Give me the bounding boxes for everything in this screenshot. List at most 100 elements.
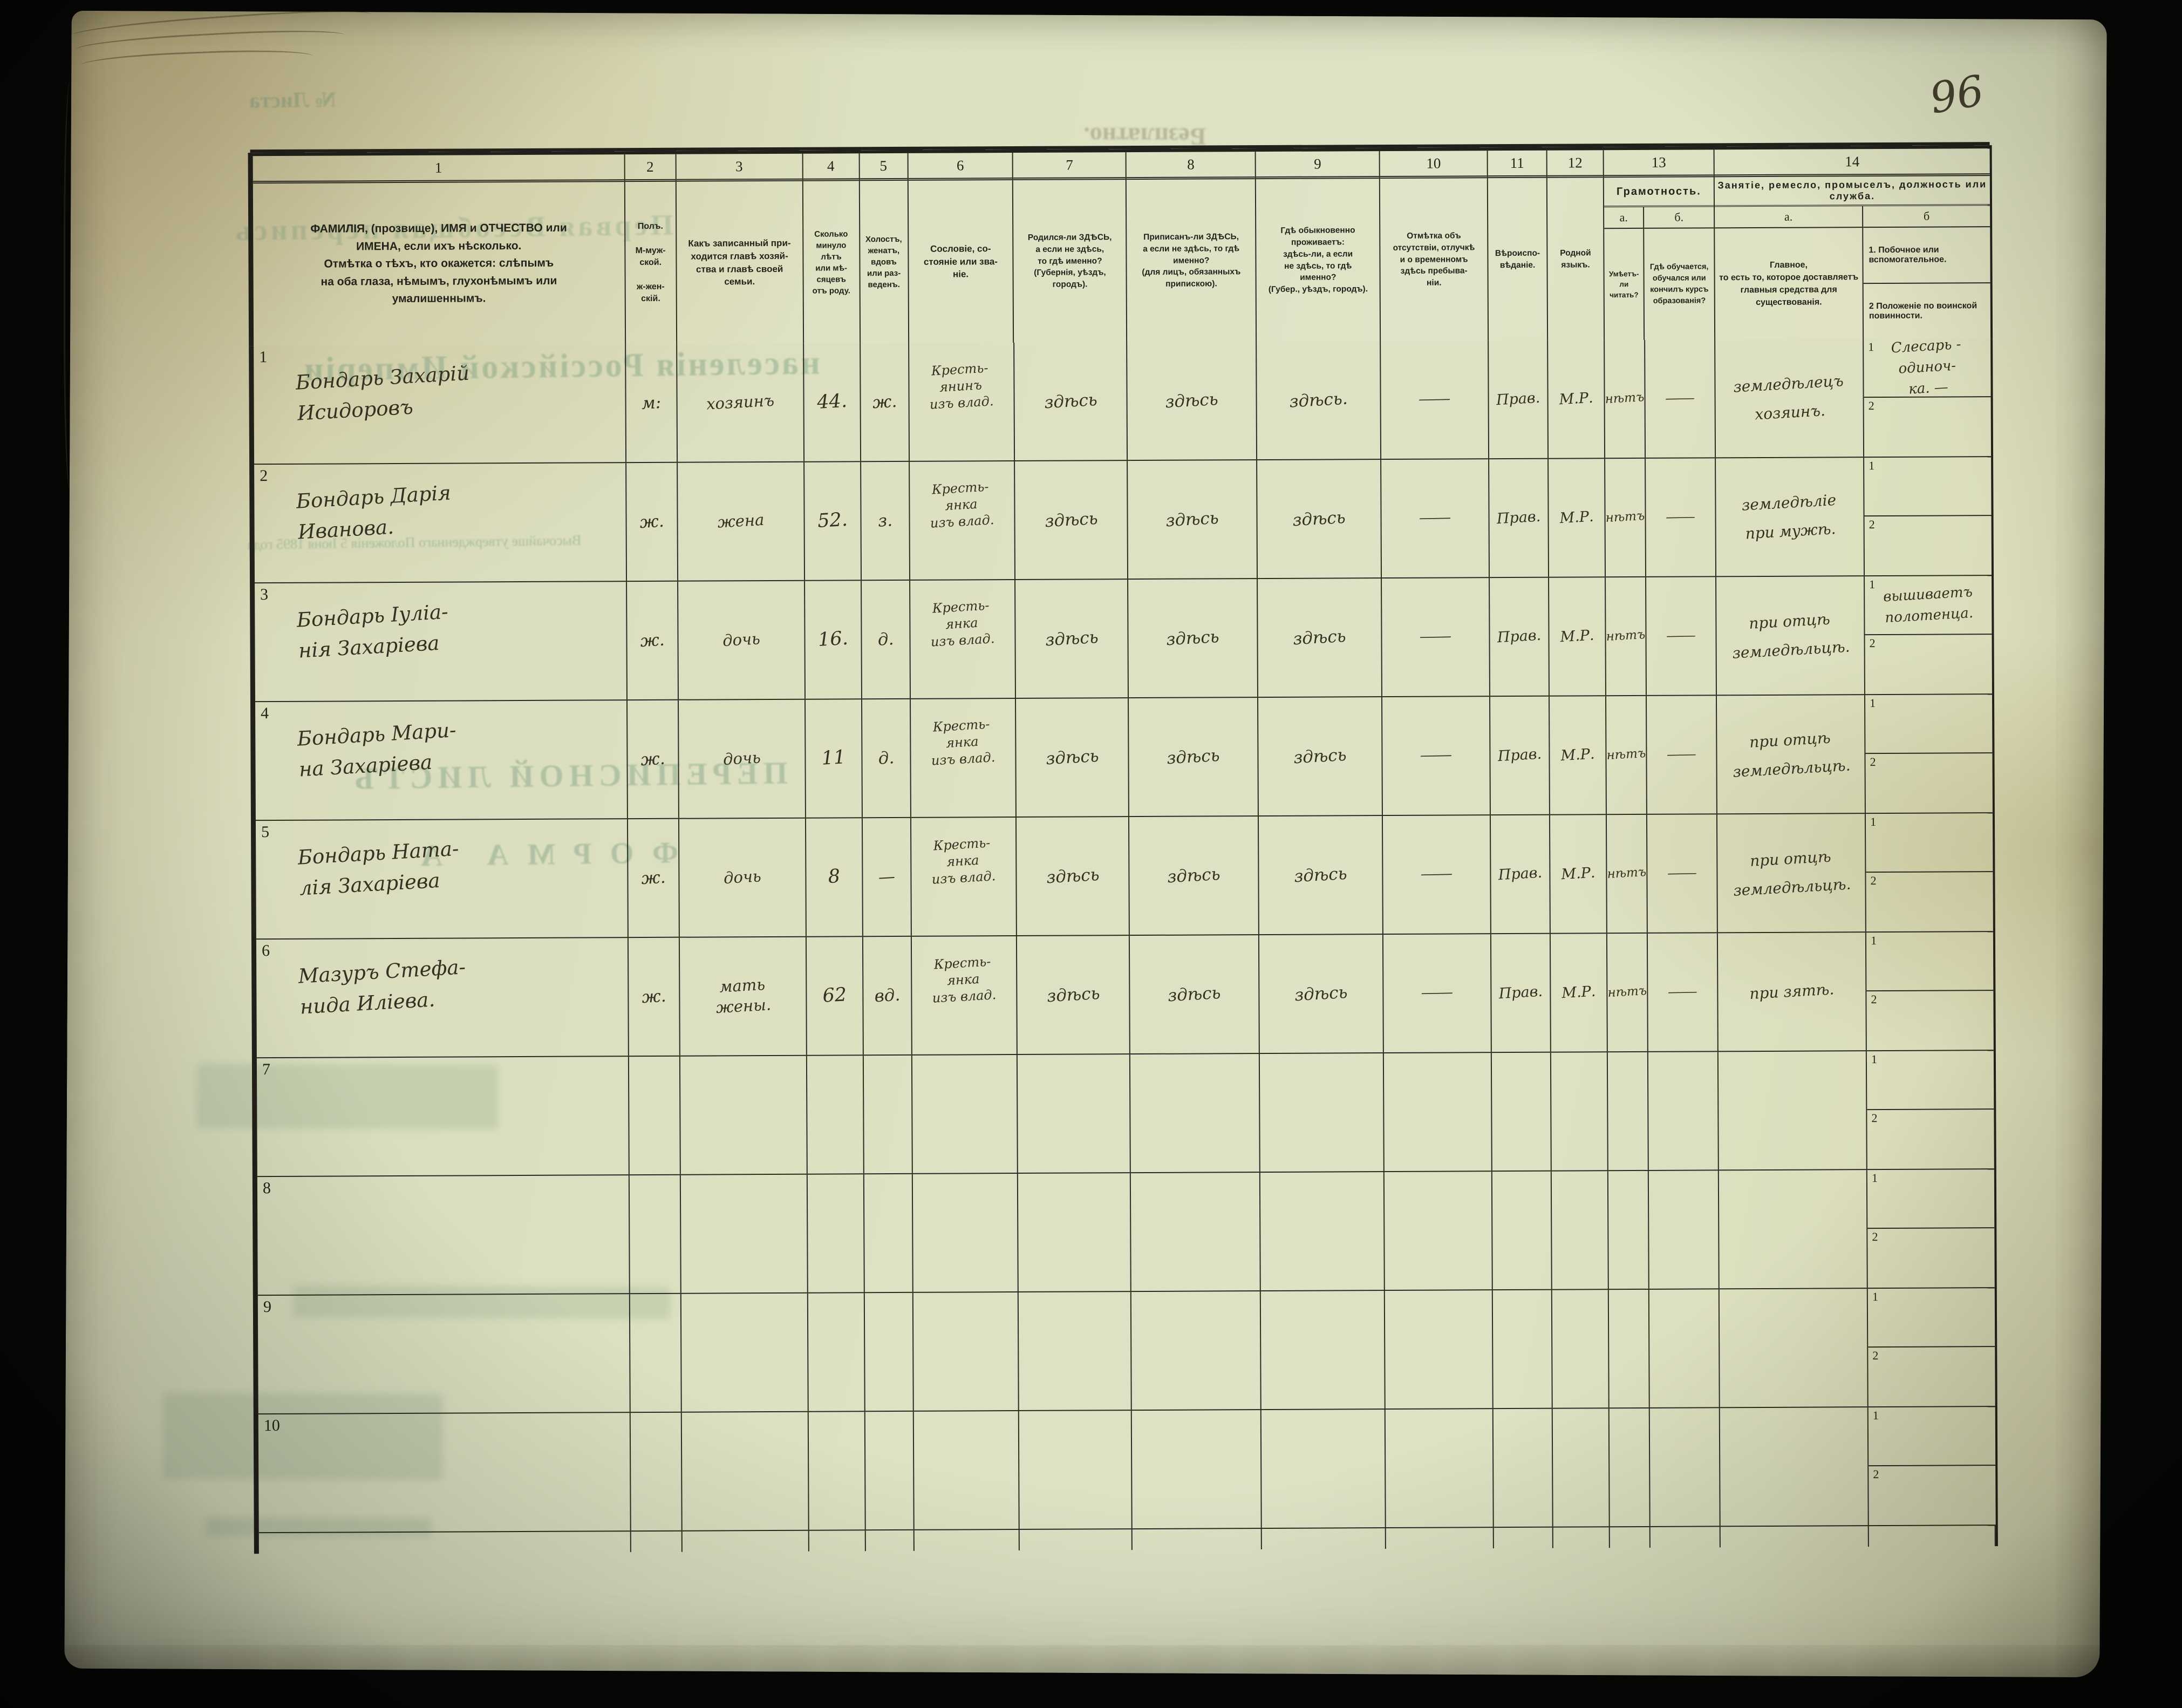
cell-side-occupation: 1 2 xyxy=(1865,695,1993,813)
cell-relation: мать жены. xyxy=(679,937,807,1056)
language-value: М.Р. xyxy=(1558,390,1594,409)
cell-name: 8 xyxy=(257,1175,630,1295)
name-value xyxy=(258,1294,629,1319)
cell-faith xyxy=(1493,1290,1553,1408)
printed-1: 1 xyxy=(1870,934,1877,948)
cell-age xyxy=(807,1056,864,1174)
column-title: Родился-ли ЗДѢСЬ, а если не здѣсь, то гд… xyxy=(1027,233,1112,289)
cell-marital: з. xyxy=(861,461,910,580)
cell-birthplace: здѣсь xyxy=(1015,580,1129,698)
column-header-14-occupation: 14 Занятіе, ремесло, промыселъ, должност… xyxy=(1714,148,1991,340)
cell-name: 7 xyxy=(256,1057,630,1176)
cell-language: М.Р. xyxy=(1550,815,1608,933)
cell-education xyxy=(1649,1289,1720,1407)
cell-occupation: земледѣлецъ хозяинъ. xyxy=(1715,339,1865,458)
faith-value: Прав. xyxy=(1496,508,1542,528)
printed-2: 2 xyxy=(1869,636,1876,650)
cell-relation: дочь xyxy=(678,581,806,699)
printed-1: 1 xyxy=(1869,577,1876,591)
cell-absence: — xyxy=(1382,697,1491,815)
reads-value: нѣтъ xyxy=(1605,509,1646,526)
printed-2: 2 xyxy=(1870,755,1876,769)
occupation-value: земледѣлецъ хозяинъ. xyxy=(1733,371,1844,424)
education-value xyxy=(1650,1408,1721,1526)
cell-registration xyxy=(1131,1291,1262,1410)
cell-age: 52. xyxy=(804,462,862,580)
absence-value xyxy=(1384,1053,1492,1171)
registration-value xyxy=(1132,1410,1262,1528)
language-value: М.Р. xyxy=(1560,865,1596,883)
side-occupation-1: 1 xyxy=(1865,695,1993,754)
column-number: 4 xyxy=(803,153,859,181)
column-number: 3 xyxy=(676,153,802,182)
residence-value: здѣсь. xyxy=(1289,389,1348,412)
cell-language: М.Р. xyxy=(1551,934,1608,1052)
birthplace-value xyxy=(1018,1173,1131,1291)
relation-value xyxy=(682,1412,809,1530)
cell-education xyxy=(1649,1408,1721,1526)
estate-value xyxy=(913,1411,1019,1529)
cell-estate: Кресть- янка изъ влад. xyxy=(910,580,1016,698)
column-title: Отмѣтка объ отсутствіи, отлучкѣ и о врем… xyxy=(1393,231,1475,288)
side-occupation-2: 2 xyxy=(1866,991,1993,1050)
marital-value: з. xyxy=(877,511,893,531)
side1-value: вышиваетъ полотенца. xyxy=(1883,583,1974,626)
cell-reads xyxy=(1608,1171,1649,1289)
cell-reads: нѣтъ xyxy=(1606,696,1648,814)
cell-estate: Кресть- янинъ изъ влад. xyxy=(909,343,1015,461)
cell-absence xyxy=(1386,1409,1494,1528)
relation-value xyxy=(681,1294,809,1412)
side-occupation-1: 1 xyxy=(1868,1407,1996,1467)
relation-value: дочь xyxy=(722,748,761,769)
cell-language: М.Р. xyxy=(1549,577,1607,696)
printed-1: 1 xyxy=(1871,1171,1878,1185)
cell-marital xyxy=(863,1055,913,1174)
cell-residence: здѣсь xyxy=(1259,935,1385,1053)
education-value: — xyxy=(1665,746,1698,763)
side-occupation-2: 2 xyxy=(1866,753,1993,813)
cell-faith: Прав. xyxy=(1489,340,1549,459)
cell-estate xyxy=(912,1174,1019,1292)
estate-value xyxy=(912,1055,1018,1173)
marital-value: — xyxy=(877,867,896,887)
cell-registration: здѣсь xyxy=(1127,342,1258,460)
absence-value: — xyxy=(1417,391,1453,408)
registration-value: здѣсь xyxy=(1165,508,1220,531)
column-header-4: 4 Сколько минуло лѣтъ или мѣ- сяцевъ отъ… xyxy=(803,153,861,344)
cell-birthplace xyxy=(1019,1411,1133,1529)
education-value: — xyxy=(1665,628,1697,644)
cell-reads: нѣтъ xyxy=(1607,933,1649,1052)
table-row: 4 Бондарь Мари- на Захаріева ж. дочь 11 … xyxy=(255,693,1993,820)
marital-value: д. xyxy=(877,629,894,650)
estate-value: Кресть- янинъ изъ влад. xyxy=(929,360,994,413)
cell-residence xyxy=(1261,1291,1386,1410)
side-occupation-1: 1 xyxy=(1867,1288,1995,1348)
age-value xyxy=(807,1056,864,1173)
cell-marital xyxy=(865,1411,915,1530)
printed-1: 1 xyxy=(1871,1052,1878,1066)
cell-registration xyxy=(1131,1173,1262,1291)
column-title: Холостъ, женатъ, вдовъ или раз- веденъ. xyxy=(865,234,902,290)
cell-residence: здѣсь xyxy=(1258,579,1383,697)
cell-absence: — xyxy=(1381,459,1490,578)
marital-value xyxy=(864,1293,913,1411)
occupation-value xyxy=(1719,1051,1867,1169)
name-value: Мазуръ Стефа- нида Иліева. xyxy=(297,955,467,1019)
cell-estate: Кресть- янка изъ влад. xyxy=(909,461,1015,580)
language-value xyxy=(1553,1408,1610,1526)
cell-reads xyxy=(1609,1408,1651,1527)
subcolumn-label: б. xyxy=(1644,207,1714,229)
reads-value: нѣтъ xyxy=(1606,628,1646,644)
cell-language: М.Р. xyxy=(1548,340,1606,458)
age-value: 44. xyxy=(816,390,848,414)
cell-registration: здѣсь xyxy=(1129,816,1260,935)
sex-value xyxy=(631,1413,683,1530)
cell-name: 3 Бондарь Іуліа- нія Захаріева xyxy=(255,582,628,702)
printed-2: 2 xyxy=(1872,1349,1879,1363)
subcolumn-14b: б 1. Побочное или вспомогательное. 2 Пол… xyxy=(1863,206,1990,339)
estate-value xyxy=(913,1292,1019,1411)
column-header-1: 1 ФАМИЛІЯ, (прозвище), ИМЯ и ОТЧЕСТВО ил… xyxy=(253,154,626,346)
age-value xyxy=(808,1412,865,1529)
education-value: — xyxy=(1664,509,1697,525)
